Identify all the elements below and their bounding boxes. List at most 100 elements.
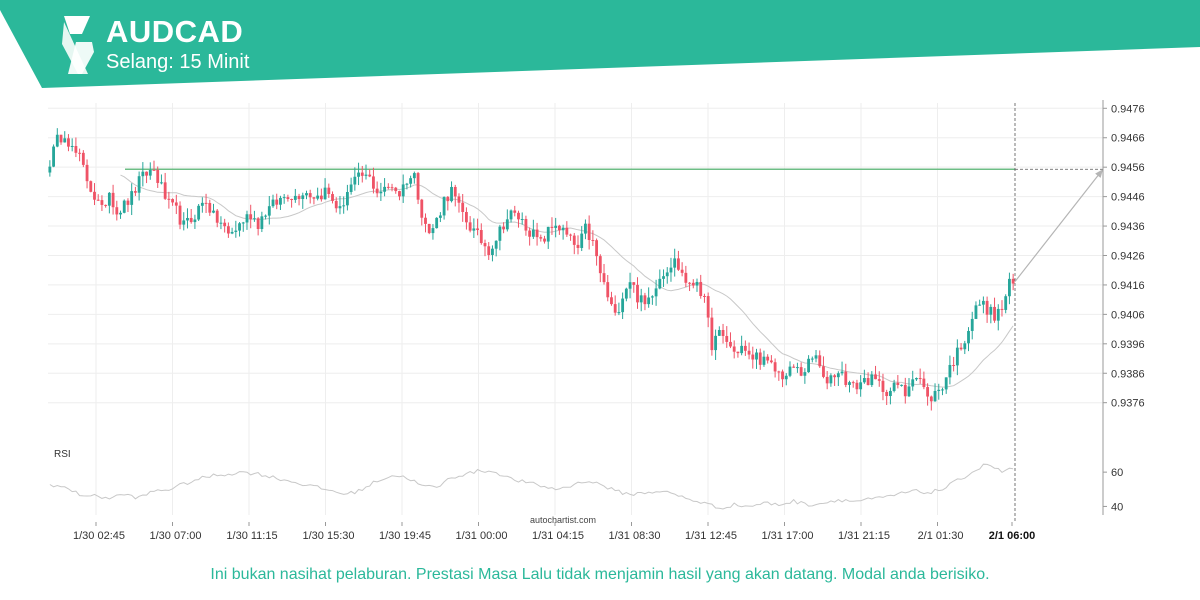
symbol-title: AUDCAD	[106, 14, 244, 49]
candle-body	[539, 237, 543, 239]
candle-body	[952, 364, 956, 366]
candle-body	[334, 200, 338, 209]
candle-body	[208, 202, 212, 213]
candle-body	[967, 330, 970, 344]
candle-body	[267, 206, 271, 216]
candle-body	[126, 200, 130, 205]
candle-body	[636, 284, 639, 303]
candle-body	[520, 219, 524, 221]
moving-average-line	[120, 174, 1014, 388]
disclaimer: Ini bukan nasihat pelaburan. Prestasi Ma…	[210, 566, 990, 583]
candle-body	[524, 219, 528, 231]
candle-body	[171, 199, 175, 203]
candle-body	[981, 300, 985, 305]
rsi-tick-label: 40	[1111, 501, 1123, 513]
candle-body	[197, 205, 201, 220]
candle-body	[758, 352, 762, 365]
candle-body	[163, 182, 167, 199]
candle-body	[777, 371, 781, 373]
candle-body	[796, 367, 799, 369]
time-tick-label: 1/30 19:45	[379, 530, 431, 542]
candle-body	[892, 382, 896, 391]
candle-body	[394, 187, 398, 192]
candle-body	[145, 171, 148, 176]
candle-body	[610, 297, 613, 305]
candle-body	[457, 196, 461, 203]
candle-body	[1004, 296, 1008, 310]
price-chart: 0.9476 0.9466 0.9456 0.9446 0.9436 0.9426 0.94…	[48, 100, 1145, 542]
candle-body	[944, 377, 948, 390]
candle-body	[59, 134, 63, 143]
candle-body	[851, 382, 855, 384]
price-tick-label: 0.9376	[1111, 398, 1145, 410]
candle-body	[743, 345, 747, 351]
candle-body	[431, 228, 435, 234]
candle-body	[238, 223, 241, 231]
candle-body	[844, 371, 848, 385]
candle-body	[78, 152, 82, 154]
candle-body	[357, 172, 360, 177]
candle-body	[509, 210, 513, 220]
header: AUDCAD Selang: 15 Minit	[0, 0, 1200, 90]
candle-body	[799, 367, 803, 376]
candle-body	[528, 230, 532, 237]
candle-body	[502, 226, 506, 230]
candle-body	[290, 199, 294, 201]
candle-body	[174, 202, 178, 206]
candle-body	[546, 226, 550, 242]
candle-body	[606, 282, 610, 298]
candle-body	[937, 389, 941, 391]
candle-body	[993, 306, 996, 321]
candle-body	[148, 169, 152, 176]
candle-body	[740, 345, 744, 354]
candle-body	[840, 371, 844, 374]
candle-body	[282, 197, 286, 199]
candle-body	[859, 382, 863, 390]
candle-body	[870, 374, 874, 386]
candle-body	[81, 152, 85, 165]
candle-body	[193, 219, 197, 223]
candle-body	[647, 297, 651, 305]
candle-body	[390, 187, 394, 189]
candle-body	[595, 240, 598, 257]
candle-body	[751, 354, 755, 360]
candle-body	[680, 269, 684, 273]
price-tick-label: 0.9416	[1111, 280, 1145, 292]
candle-body	[695, 281, 699, 286]
price-tick-label: 0.9406	[1111, 309, 1145, 321]
watermark: autochartist.com	[530, 515, 596, 525]
candle-body	[453, 186, 457, 197]
candle-body	[862, 378, 866, 383]
candle-body	[703, 295, 706, 297]
candle-body	[323, 187, 327, 200]
candle-body	[342, 205, 346, 207]
candle-body	[312, 197, 316, 199]
candle-body	[215, 210, 219, 223]
price-tick-label: 0.9476	[1111, 103, 1145, 115]
candle-body	[372, 176, 375, 189]
candle-body	[639, 295, 643, 303]
time-tick-label: 2/1 01:30	[918, 530, 964, 542]
candle-body	[137, 176, 141, 193]
candle-body	[699, 281, 703, 296]
candle-body	[535, 229, 539, 238]
candle-body	[260, 216, 264, 229]
candle-body	[130, 191, 134, 205]
candle-body	[736, 351, 740, 354]
time-tick-label: 1/30 02:45	[73, 530, 125, 542]
candle-body	[572, 235, 576, 245]
time-tick-label: 1/31 12:45	[685, 530, 737, 542]
candlesticks	[48, 128, 1015, 411]
candle-body	[959, 347, 963, 350]
candle-body	[465, 211, 468, 223]
candle-body	[669, 267, 673, 273]
candle-body	[941, 389, 944, 391]
candle-body	[624, 288, 628, 299]
candle-body	[301, 195, 305, 200]
candle-body	[491, 248, 494, 255]
candle-body	[476, 228, 479, 231]
time-tick-label: 1/30 11:15	[226, 530, 277, 542]
candle-body	[602, 273, 606, 283]
candle-body	[714, 335, 718, 351]
candle-body	[345, 191, 349, 206]
